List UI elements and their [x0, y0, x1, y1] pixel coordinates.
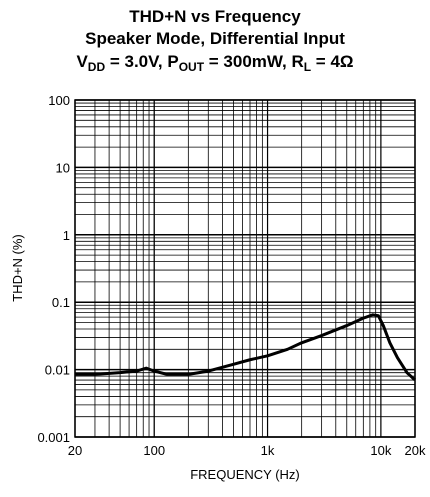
- y-tick-label: 0.01: [45, 363, 70, 378]
- y-axis-label: THD+N (%): [10, 234, 25, 302]
- chart-title: Speaker Mode, Differential Input: [85, 29, 345, 48]
- x-tick-label: 10k: [370, 443, 391, 458]
- subscript: DD: [88, 60, 106, 74]
- y-tick-label: 10: [56, 160, 70, 175]
- plot-frame: [74, 99, 416, 438]
- y-tick-label: 0.1: [52, 295, 70, 310]
- subscript: L: [304, 60, 311, 74]
- y-tick-label: 0.001: [37, 430, 70, 445]
- text-part: = 4Ω: [311, 52, 353, 71]
- x-tick-label: 100: [143, 443, 165, 458]
- subscript: OUT: [179, 60, 205, 74]
- text-part: = 3.0V, P: [105, 52, 179, 71]
- y-tick-label: 100: [48, 93, 70, 108]
- x-axis-label: FREQUENCY (Hz): [190, 467, 300, 482]
- data-line: [75, 313, 417, 382]
- y-tick-label: 1: [63, 228, 70, 243]
- x-tick-label: 1k: [261, 443, 275, 458]
- x-tick-label: 20k: [405, 443, 426, 458]
- text-part: V: [76, 52, 88, 71]
- x-tick-label: 20: [68, 443, 82, 458]
- chart-subtitle: VDD = 3.0V, POUT = 300mW, RL = 4Ω: [76, 52, 353, 74]
- text-part: = 300mW, R: [204, 52, 304, 71]
- chart-title: THD+N vs Frequency: [129, 7, 301, 26]
